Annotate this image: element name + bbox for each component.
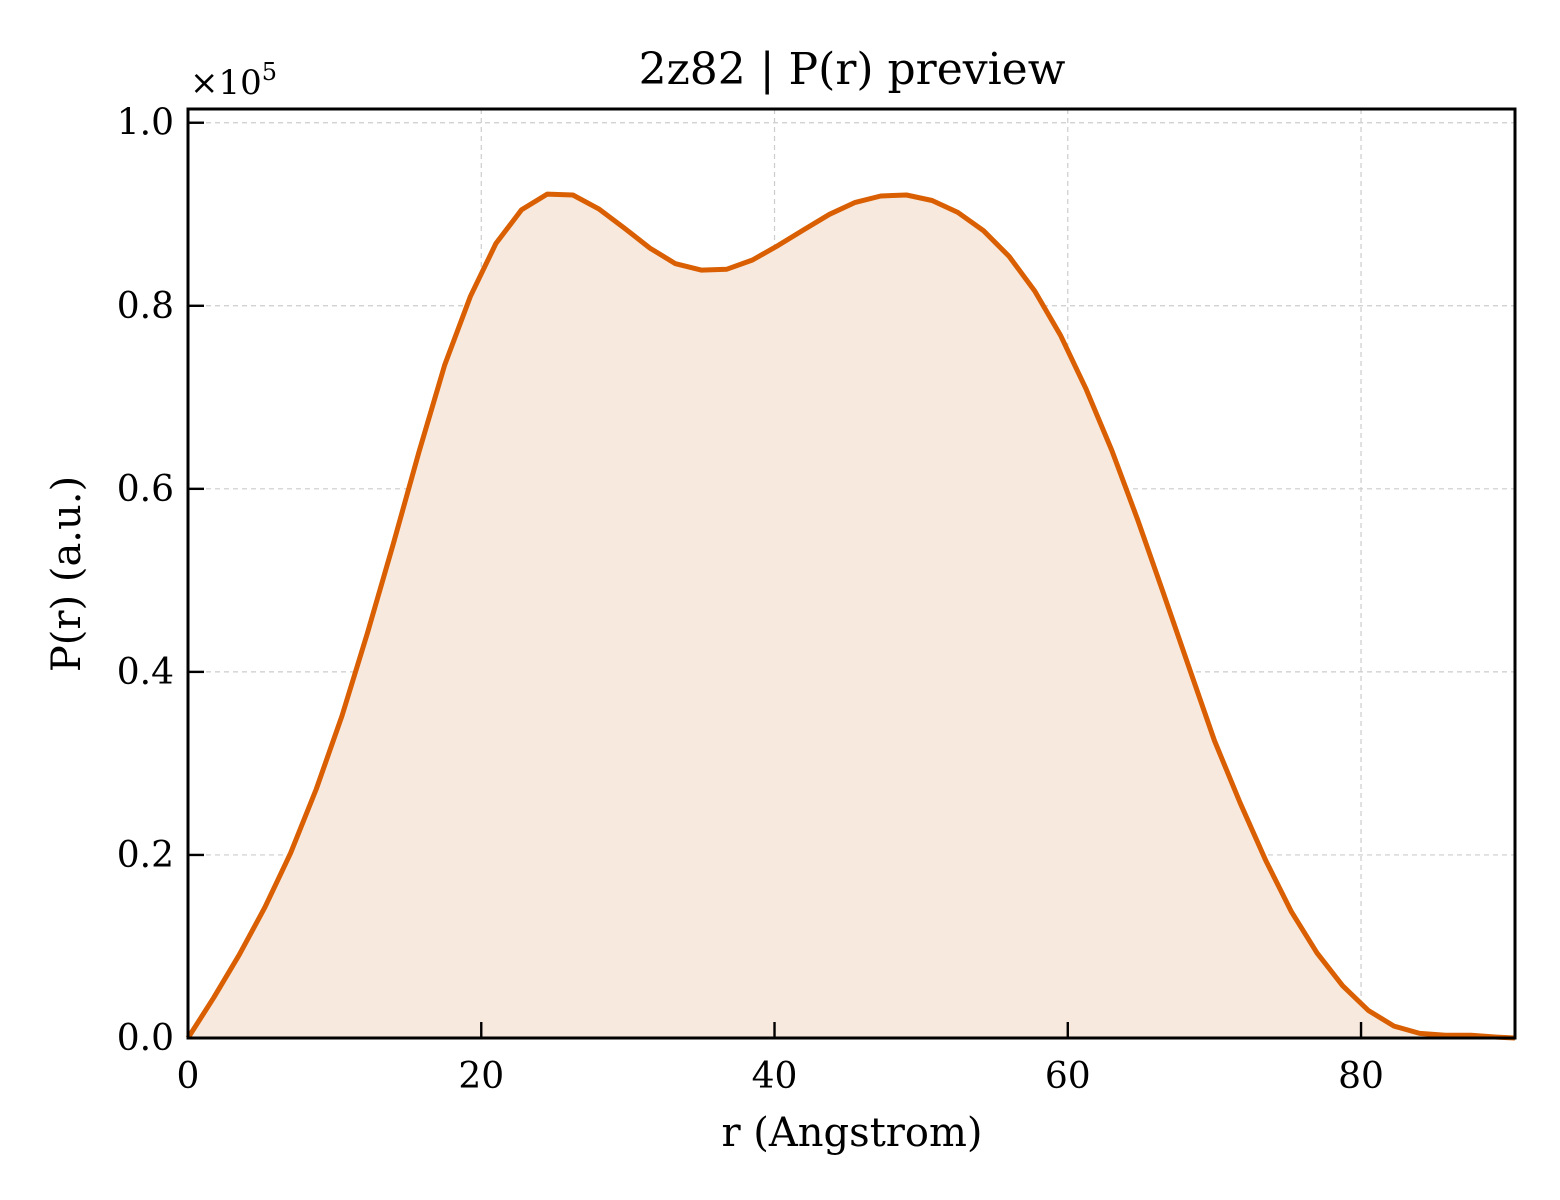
y-tick-label: 0.0: [117, 1018, 174, 1059]
plot-frame: [186, 107, 1517, 1040]
y-tick-label: 0.6: [117, 469, 174, 510]
x-axis-label: r (Angstrom): [721, 1110, 982, 1156]
x-tick-label: 60: [1045, 1056, 1091, 1097]
area-layer: [185, 191, 1516, 1041]
y-axis-label: P(r) (a.u.): [44, 476, 90, 672]
pr-area-fill: [188, 194, 1515, 1039]
x-tick-label: 40: [752, 1056, 798, 1097]
chart-title: 2z82 | P(r) preview: [639, 44, 1066, 95]
x-tick-label: 20: [458, 1056, 504, 1097]
x-tick-label: 80: [1338, 1056, 1384, 1097]
y-scale-factor: ×105: [190, 58, 277, 103]
x-tick-label: 0: [177, 1056, 200, 1097]
y-tick-label: 1.0: [117, 103, 174, 144]
y-tick-label: 0.8: [117, 286, 174, 327]
y-tick-label: 0.2: [117, 835, 174, 876]
y-scale-exponent: 5: [262, 58, 277, 86]
y-scale-base: ×10: [190, 63, 262, 103]
y-tick-label: 0.4: [117, 652, 174, 693]
pr-curve: [185, 191, 1516, 1041]
